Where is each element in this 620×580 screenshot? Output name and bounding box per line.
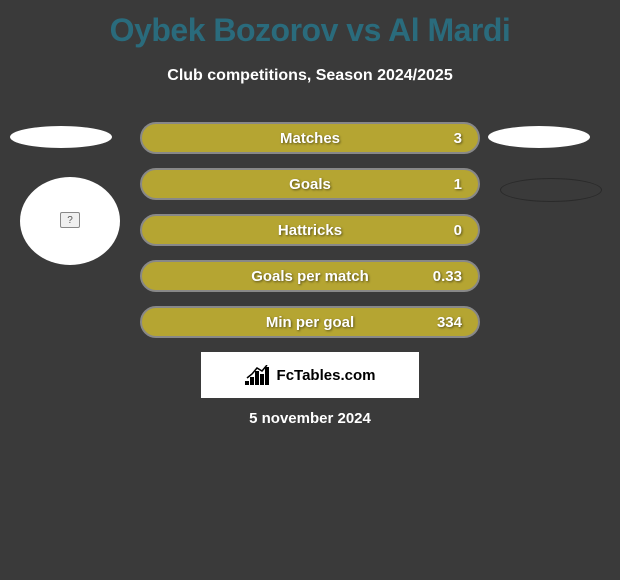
decorative-ellipse-top-left [10,126,112,148]
stat-label: Goals per match [251,268,369,285]
date-text: 5 november 2024 [249,410,371,427]
stat-bar-hattricks: Hattricks 0 [140,214,480,246]
stats-container: Matches 3 Goals 1 Hattricks 0 Goals per … [140,122,480,352]
stat-value: 334 [437,314,462,331]
stat-value: 3 [454,130,462,147]
placeholder-icon: ? [60,212,80,228]
decorative-ellipse-top-right [488,126,590,148]
stat-label: Hattricks [278,222,342,239]
stat-bar-min-per-goal: Min per goal 334 [140,306,480,338]
stat-bar-goals-per-match: Goals per match 0.33 [140,260,480,292]
stat-bar-matches: Matches 3 [140,122,480,154]
stat-bar-goals: Goals 1 [140,168,480,200]
fctables-site-name: FcTables.com [277,367,376,384]
stat-value: 0.33 [433,268,462,285]
stat-label: Matches [280,130,340,147]
stat-label: Goals [289,176,331,193]
stat-value: 0 [454,222,462,239]
fctables-banner[interactable]: FcTables.com [201,352,419,398]
decorative-ellipse-mid-right [500,178,602,202]
page-title: Oybek Bozorov vs Al Mardi [0,0,620,49]
bar-chart-icon [245,365,271,385]
stat-value: 1 [454,176,462,193]
stat-label: Min per goal [266,314,354,331]
page-subtitle: Club competitions, Season 2024/2025 [0,67,620,85]
